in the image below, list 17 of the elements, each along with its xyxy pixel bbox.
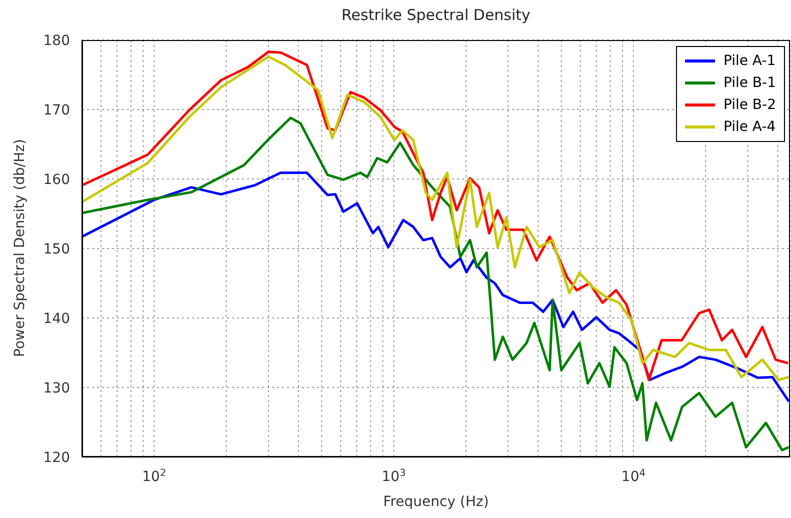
x-tick-label: 10$^{4}$ <box>621 468 646 485</box>
y-tick-label: 180 <box>43 33 70 49</box>
y-axis-title: Power Spectral Density (db/Hz) <box>12 139 28 357</box>
legend-label: Pile A-1 <box>723 53 776 69</box>
y-tick-label: 150 <box>43 242 70 258</box>
y-tick-label: 160 <box>43 172 70 188</box>
y-tick-label: 170 <box>43 102 70 118</box>
legend-label: Pile A-4 <box>723 119 776 135</box>
legend-label: Pile B-2 <box>723 97 776 113</box>
y-tick-label: 120 <box>43 450 70 466</box>
legend-label: Pile B-1 <box>723 75 776 91</box>
x-tick-label: 10$^{2}$ <box>142 468 166 485</box>
y-tick-label: 140 <box>43 311 70 327</box>
y-tick-label: 130 <box>43 380 70 396</box>
x-tick-label: 10$^{3}$ <box>382 468 406 485</box>
x-axis-title: Frequency (Hz) <box>382 494 490 510</box>
chart-title: Restrike Spectral Density <box>340 6 532 24</box>
